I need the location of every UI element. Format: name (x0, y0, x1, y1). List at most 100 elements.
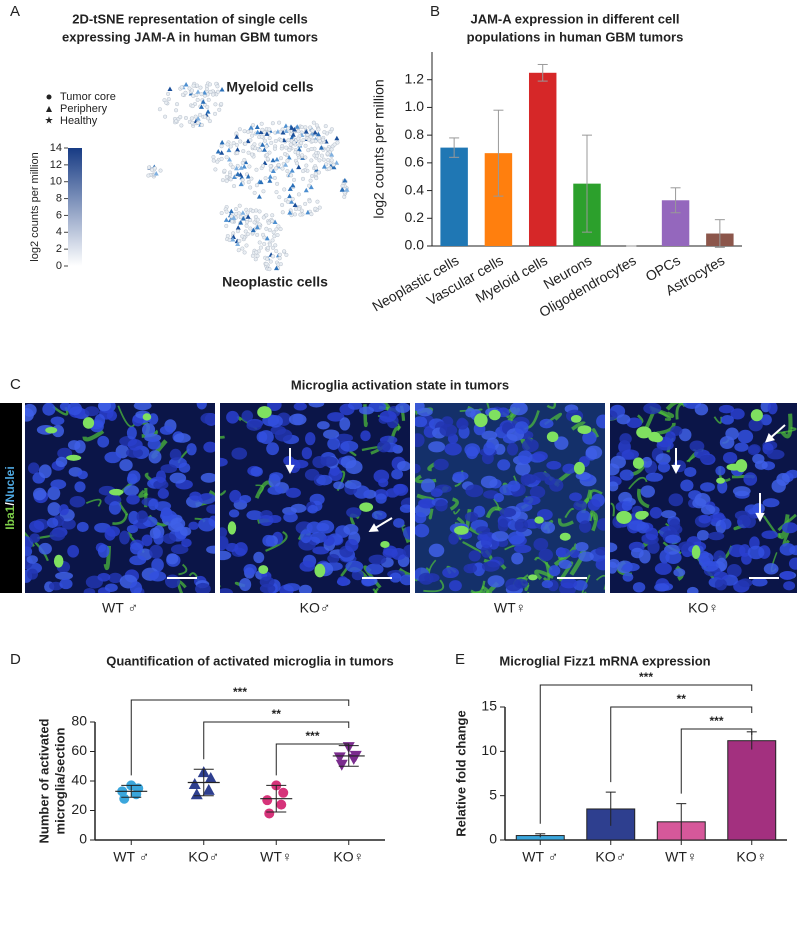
tsne-point (234, 134, 240, 139)
nucleus (129, 542, 143, 555)
tsne-point (226, 147, 232, 153)
y-tick-label: 15 (481, 698, 497, 714)
tsne-point (235, 147, 241, 152)
y-tick-label: 60 (71, 742, 87, 758)
nucleus (640, 485, 655, 498)
nucleus (523, 495, 541, 506)
tsne-point (263, 176, 268, 181)
tsne-point (211, 158, 216, 163)
tsne-point (228, 177, 233, 182)
tsne-point (224, 155, 229, 160)
nucleus (160, 507, 173, 521)
tsne-point (296, 164, 302, 170)
legend-marker (46, 94, 52, 100)
tsne-point (287, 193, 293, 199)
nucleus (308, 403, 325, 408)
tsne-point (195, 116, 201, 121)
stain-strip (0, 403, 22, 593)
iba1-signal (493, 498, 500, 511)
nucleus (267, 415, 283, 428)
tsne-point (152, 166, 157, 171)
micrograph (610, 403, 797, 593)
nucleus (306, 521, 322, 534)
tsne-point (296, 150, 301, 155)
nucleus (198, 493, 215, 505)
microglia (45, 426, 58, 434)
iba1-signal (546, 403, 557, 409)
tsne-point (317, 205, 322, 210)
iba1-signal (564, 507, 575, 519)
dot (188, 777, 201, 789)
nucleus (415, 433, 425, 448)
colorbar-tick-label: 2 (56, 243, 62, 255)
tsne-point (280, 129, 286, 135)
tsne-point (329, 152, 335, 157)
tsne-point (296, 146, 302, 152)
significance-bracket (680, 728, 753, 794)
iba1-signal (459, 408, 483, 413)
tsne-point (174, 119, 179, 124)
tsne-point (254, 224, 260, 230)
nucleus (266, 442, 279, 456)
tsne-point (191, 83, 196, 88)
tsne-point (299, 141, 304, 146)
nucleus (323, 535, 335, 546)
tsne-point (317, 158, 322, 163)
y-tick-label: 0.8 (405, 126, 425, 142)
tsne-point (174, 108, 179, 113)
nucleus (771, 479, 786, 493)
nucleus (310, 531, 327, 543)
error-bar (449, 137, 460, 158)
nucleus (327, 412, 345, 422)
significance-label: *** (305, 729, 319, 743)
nucleus (29, 520, 45, 533)
significance-label: ** (677, 692, 687, 706)
micrograph-content (610, 403, 797, 593)
tsne-point (327, 166, 332, 171)
tsne-point (195, 97, 200, 102)
tsne-point (266, 220, 271, 225)
nucleus (127, 470, 141, 484)
tsne-point (243, 141, 248, 146)
nucleus (316, 474, 333, 486)
tsne-point (300, 153, 305, 158)
tsne-point (342, 194, 347, 199)
iba1-signal (596, 574, 605, 590)
nucleus (497, 459, 511, 471)
tsne-point (232, 184, 237, 189)
nucleus (38, 542, 52, 555)
nucleus (148, 498, 159, 511)
tsne-point (234, 211, 239, 216)
nucleus (119, 530, 130, 545)
nucleus (48, 581, 63, 591)
tsne-point (242, 129, 247, 134)
tsne-point (254, 124, 260, 130)
nucleus (641, 456, 653, 468)
nucleus (558, 559, 572, 569)
nucleus (346, 507, 362, 518)
nucleus (340, 440, 359, 452)
tsne-point (270, 213, 275, 218)
nucleus (418, 498, 436, 509)
nucleus (104, 528, 116, 541)
nucleus (397, 461, 410, 472)
panel-letter: D (10, 651, 21, 668)
tsne-point (264, 131, 270, 136)
nucleus (288, 413, 307, 426)
tsne-point (272, 146, 277, 151)
tsne-point (287, 186, 293, 191)
tsne-point (219, 87, 225, 92)
nucleus (307, 504, 318, 514)
nucleus (200, 472, 215, 483)
nucleus (173, 433, 191, 443)
y-tick-label: 5 (489, 786, 497, 802)
nucleus (513, 544, 532, 554)
nucleus (61, 518, 76, 530)
tsne-point (280, 202, 285, 207)
nucleus (686, 586, 699, 593)
dot (262, 795, 273, 806)
tsne-point (261, 232, 266, 237)
tsne-point (292, 202, 298, 208)
condition-label: WT♀ (494, 600, 526, 616)
nucleus (509, 403, 528, 416)
